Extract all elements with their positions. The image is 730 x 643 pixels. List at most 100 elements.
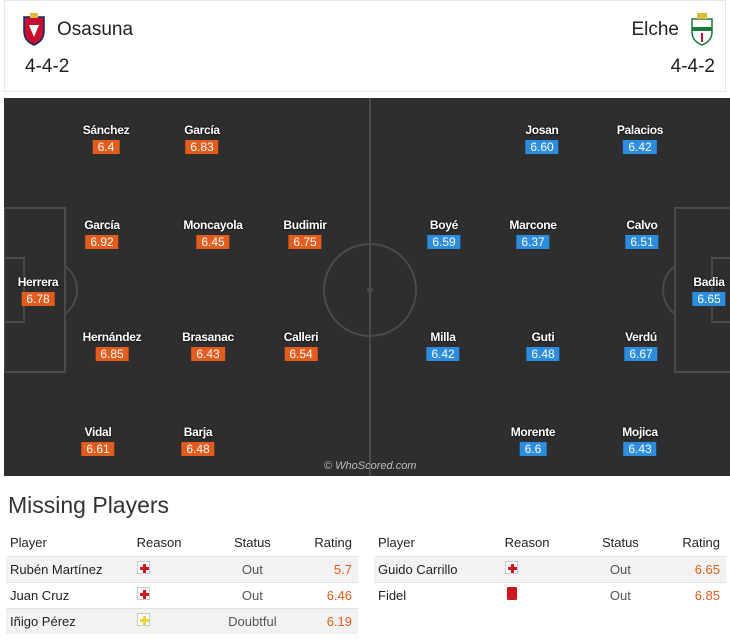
missing-rating: 5.7 [333, 561, 352, 577]
home-team-name: Osasuna [57, 19, 134, 40]
away-player[interactable]: Milla 6.42 [426, 330, 460, 363]
home-player[interactable]: Barja 6.48 [181, 425, 215, 458]
player-rating: 6.85 [95, 347, 129, 361]
player-rating: 6.92 [85, 235, 119, 249]
away-missing-table: Player Reason Status Rating Guido Carril… [374, 530, 726, 608]
away-player[interactable]: Josan 6.60 [525, 123, 559, 156]
player-header: Player [378, 535, 415, 551]
player-rating: 6.51 [625, 235, 659, 249]
player-name: García [184, 123, 220, 137]
player-rating: 6.6 [519, 442, 547, 456]
missing-status: Out [609, 587, 631, 603]
player-name: Moncayola [183, 218, 243, 232]
home-player[interactable]: García 6.92 [84, 218, 120, 251]
away-player[interactable]: Boyé 6.59 [427, 218, 461, 251]
home-player[interactable]: Herrera 6.78 [18, 275, 59, 308]
player-rating: 6.43 [191, 347, 225, 361]
missing-player-name[interactable]: Juan Cruz [10, 587, 70, 603]
pitch-lines [4, 98, 730, 476]
player-rating: 6.59 [427, 235, 461, 249]
player-name: Marcone [509, 218, 557, 232]
away-player[interactable]: Morente 6.6 [511, 425, 556, 458]
away-team[interactable]: Elche [631, 13, 715, 47]
match-header: Osasuna 4-4-2 Elche 4-4-2 [4, 0, 726, 92]
player-rating: 6.4 [92, 140, 120, 154]
osasuna-crest-icon [23, 13, 45, 46]
away-player[interactable]: Verdú 6.67 [624, 330, 658, 363]
player-name: Mojica [622, 425, 658, 439]
injury-icon [136, 561, 150, 574]
player-name: Calvo [626, 218, 658, 232]
player-rating: 6.48 [526, 347, 560, 361]
table-row: Guido Carrillo Out 6.65 [374, 556, 726, 582]
player-rating: 6.78 [21, 292, 55, 306]
player-name: Barja [183, 425, 213, 439]
player-rating: 6.43 [623, 442, 657, 456]
home-team[interactable]: Osasuna [21, 13, 133, 47]
player-rating: 6.61 [81, 442, 115, 456]
player-name: Boyé [429, 218, 459, 232]
status-header: Status [601, 535, 639, 551]
missing-player-name[interactable]: Iñigo Pérez [10, 613, 76, 629]
injury-icon [504, 561, 518, 574]
missing-player-name[interactable]: Guido Carrillo [378, 561, 458, 577]
home-player[interactable]: Hernández 6.85 [83, 330, 142, 363]
away-player[interactable]: Badia 6.65 [692, 275, 726, 308]
player-rating: 6.37 [516, 235, 550, 249]
home-player[interactable]: Vidal 6.61 [81, 425, 115, 458]
watermark: © WhoScored.com [324, 460, 417, 472]
player-name: Milla [430, 330, 456, 344]
player-rating: 6.42 [426, 347, 460, 361]
player-rating: 6.60 [525, 140, 559, 154]
home-player[interactable]: Budimir 6.75 [283, 218, 327, 251]
missing-players-title: Missing Players [8, 492, 170, 518]
red-card-icon [506, 587, 517, 601]
reason-header: Reason [136, 535, 182, 551]
player-name: Morente [510, 425, 556, 439]
player-name: Hernández [82, 330, 142, 344]
player-name: Palacios [616, 123, 664, 137]
away-player[interactable]: Palacios 6.42 [617, 123, 663, 156]
missing-status: Out [241, 561, 263, 577]
table-row: Fidel Out 6.85 [374, 582, 726, 608]
home-player[interactable]: García 6.83 [184, 123, 220, 156]
away-team-name: Elche [631, 19, 679, 40]
player-name: Calleri [283, 330, 319, 344]
player-name: Brasanac [182, 330, 234, 344]
player-header: Player [10, 535, 47, 551]
missing-rating: 6.19 [326, 613, 352, 629]
reason-header: Reason [504, 535, 550, 551]
home-missing-table: Player Reason Status Rating Rubén Martín… [6, 530, 358, 634]
missing-status: Out [241, 587, 263, 603]
missing-rating: 6.85 [694, 587, 720, 603]
home-player[interactable]: Moncayola 6.45 [183, 218, 243, 251]
away-player[interactable]: Guti 6.48 [526, 330, 560, 363]
home-player[interactable]: Sánchez 6.4 [83, 123, 130, 156]
home-player[interactable]: Brasanac 6.43 [182, 330, 234, 363]
missing-player-name[interactable]: Fidel [378, 587, 407, 603]
player-name: Herrera [17, 275, 59, 289]
player-rating: 6.54 [284, 347, 318, 361]
missing-status: Out [609, 561, 631, 577]
player-name: García [84, 218, 120, 232]
missing-status: Doubtful [228, 613, 277, 629]
status-header: Status [233, 535, 271, 551]
player-rating: 6.42 [623, 140, 657, 154]
table-row: Juan Cruz Out 6.46 [6, 582, 358, 608]
player-name: Guti [531, 330, 555, 344]
doubtful-injury-icon [136, 613, 150, 627]
missing-rating: 6.46 [326, 587, 352, 603]
player-name: Vidal [84, 425, 112, 439]
away-formation: 4-4-2 [670, 56, 715, 77]
missing-rating: 6.65 [694, 561, 720, 577]
away-player[interactable]: Marcone 6.37 [509, 218, 557, 251]
missing-player-name[interactable]: Rubén Martínez [10, 561, 103, 577]
pitch: Sánchez 6.4 García 6.83 García 6.92 Monc… [4, 98, 730, 476]
elche-crest-icon [691, 13, 713, 46]
table-row: Rubén Martínez Out 5.7 [6, 556, 358, 582]
player-rating: 6.45 [196, 235, 230, 249]
away-player[interactable]: Calvo 6.51 [625, 218, 659, 251]
away-player[interactable]: Mojica 6.43 [622, 425, 658, 458]
home-player[interactable]: Calleri 6.54 [284, 330, 319, 363]
player-rating: 6.83 [185, 140, 219, 154]
